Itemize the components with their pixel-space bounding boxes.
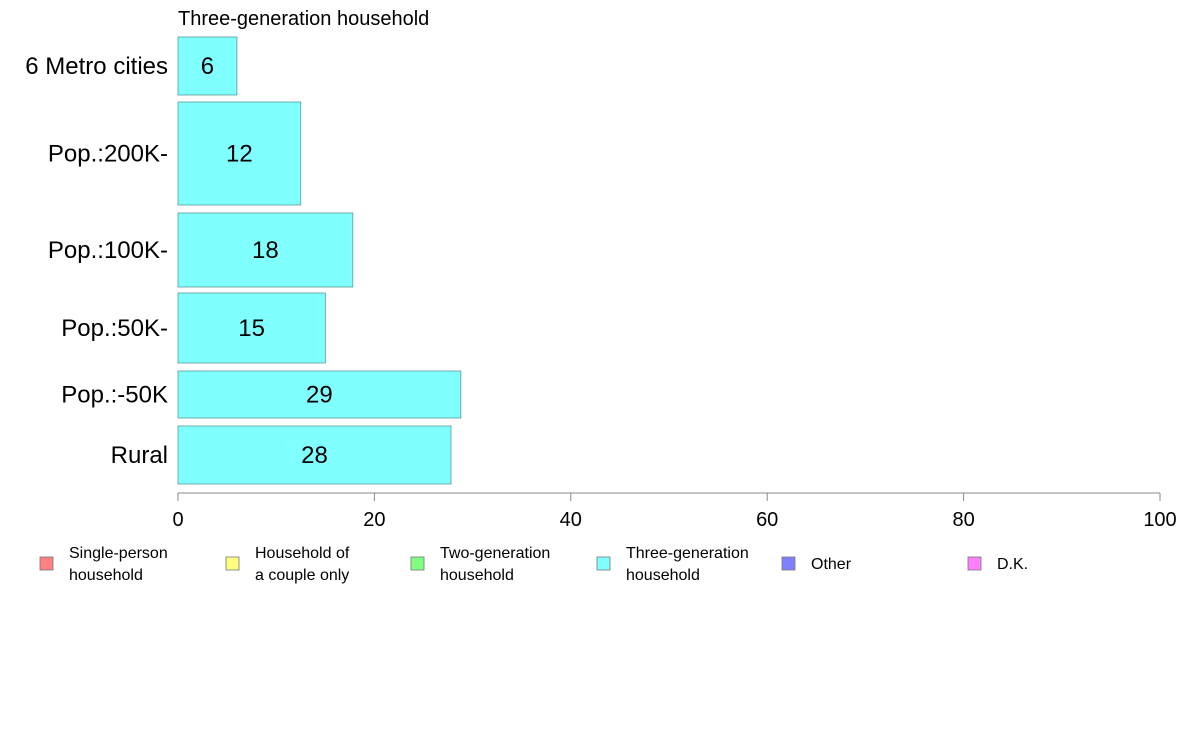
category-label: Rural [111, 442, 168, 469]
legend-swatch [39, 556, 54, 571]
x-tick-label: 100 [1143, 509, 1176, 531]
bar-value-label: 18 [252, 237, 279, 264]
category-label: Pop.:-50K [61, 382, 168, 409]
legend-label: Single-person [69, 545, 168, 562]
category-label: Pop.:50K- [61, 315, 168, 342]
bar-value-label: 15 [238, 315, 265, 342]
category-label: Pop.:200K- [48, 141, 168, 168]
legend-swatch [781, 556, 796, 571]
category-label: 6 Metro cities [25, 53, 168, 80]
bar [177, 101, 302, 206]
bar [177, 292, 326, 364]
x-tick-label: 40 [560, 509, 582, 531]
chart-title: Three-generation household [178, 8, 429, 30]
legend: Single-person household Household of a coup… [39, 545, 1028, 584]
x-tick-label: 0 [172, 509, 183, 531]
legend-swatch [967, 556, 982, 571]
legend-item: Single-person household [39, 545, 168, 584]
x-axis: 0 20 40 60 80 100 [172, 492, 1177, 531]
bar-value-label: 29 [306, 382, 333, 409]
legend-label: a couple only [255, 567, 349, 584]
legend-item: Other [781, 556, 852, 573]
category-label: Pop.:100K- [48, 237, 168, 264]
bar-value-label: 12 [226, 141, 253, 168]
legend-label: household [626, 567, 700, 584]
legend-item: Two-generation household [410, 545, 550, 584]
bars: 6 6 Metro cities 12 Pop.:200K- 18 Pop.:100K- 1… [25, 36, 462, 485]
bar [177, 425, 452, 485]
bar-value-label: 28 [301, 442, 328, 469]
x-tick-label: 80 [952, 509, 974, 531]
legend-label: Two-generation [440, 545, 550, 562]
legend-label: D.K. [997, 556, 1028, 573]
legend-item: D.K. [967, 556, 1028, 573]
legend-label: Three-generation [626, 545, 749, 562]
legend-label: household [440, 567, 514, 584]
bar [177, 36, 238, 96]
x-tick-label: 20 [363, 509, 385, 531]
legend-swatch [410, 556, 425, 571]
bar [177, 370, 462, 419]
bar-value-label: 6 [201, 53, 214, 80]
legend-label: household [69, 567, 143, 584]
legend-label: Household of [255, 545, 350, 562]
bar [177, 212, 354, 288]
legend-item: Three-generation household [596, 545, 749, 584]
legend-item: Household of a couple only [225, 545, 350, 584]
legend-swatch [596, 556, 611, 571]
legend-label: Other [811, 556, 852, 573]
legend-swatch [225, 556, 240, 571]
x-tick-label: 60 [756, 509, 778, 531]
